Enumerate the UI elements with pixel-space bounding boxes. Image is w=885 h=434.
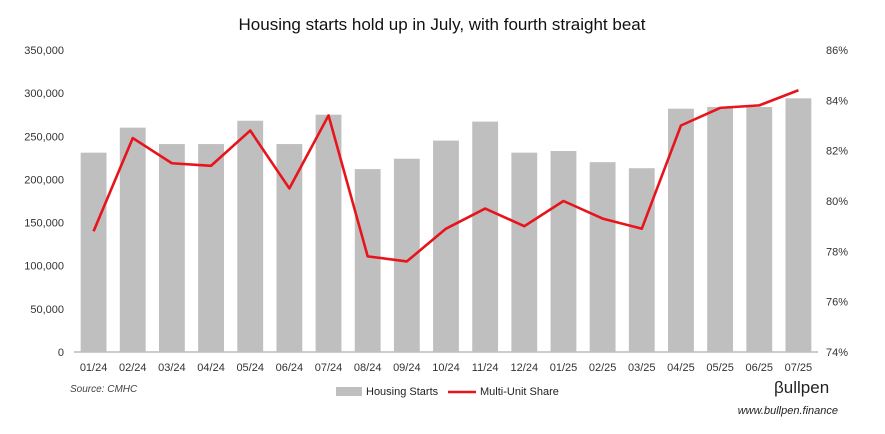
legend: Housing Starts Multi-Unit Share — [336, 386, 559, 398]
right-axis-ticks: 74% 76% 78% 80% 82% 84% 86% — [826, 45, 848, 359]
x-tick-label: 04/25 — [667, 362, 695, 374]
x-axis-ticks: 01/24 02/24 03/24 04/24 05/24 06/24 07/24 08/24… — [80, 362, 812, 374]
x-tick-label: 01/24 — [80, 362, 108, 374]
x-tick-label: 05/24 — [236, 362, 264, 374]
x-tick-label: 06/25 — [745, 362, 773, 374]
x-tick-label: 05/25 — [706, 362, 734, 374]
right-tick-label: 76% — [826, 297, 848, 309]
left-tick-label: 50,000 — [30, 304, 64, 316]
bar-07/25 — [785, 98, 812, 352]
left-tick-label: 300,000 — [24, 88, 64, 100]
x-tick-label: 11/24 — [472, 362, 499, 374]
right-tick-label: 80% — [826, 196, 848, 208]
left-tick-label: 150,000 — [24, 218, 64, 230]
left-tick-label: 100,000 — [24, 261, 64, 273]
source-note: Source: CMHC — [70, 384, 138, 395]
bar-02/25 — [589, 162, 616, 352]
right-tick-label: 86% — [826, 45, 848, 57]
bars-series — [80, 98, 812, 353]
left-tick-label: 350,000 — [24, 45, 64, 57]
right-tick-label: 78% — [826, 246, 848, 258]
bar-01/25 — [550, 150, 577, 352]
x-tick-label: 07/25 — [785, 362, 813, 374]
left-tick-label: 0 — [58, 347, 64, 359]
line-series — [92, 89, 799, 263]
right-tick-label: 82% — [826, 146, 848, 158]
x-tick-label: 10/24 — [432, 362, 460, 374]
bar-12/24 — [511, 152, 538, 352]
x-tick-label: 08/24 — [354, 362, 382, 374]
legend-label-multi-unit-share: Multi-Unit Share — [480, 386, 559, 398]
bar-06/24 — [276, 144, 303, 352]
x-tick-label: 07/24 — [315, 362, 343, 374]
left-axis-ticks: 0 50,000 100,000 150,000 200,000 250,000 300,0… — [24, 45, 64, 359]
bar-06/25 — [746, 106, 773, 352]
chart-title: Housing starts hold up in July, with fou… — [239, 15, 646, 34]
x-tick-label: 01/25 — [550, 362, 578, 374]
multi-unit-share-line — [92, 89, 799, 263]
x-tick-label: 04/24 — [197, 362, 225, 374]
bar-02/24 — [119, 127, 146, 353]
bar-10/24 — [433, 140, 459, 352]
bar-05/25 — [707, 106, 734, 352]
legend-label-housing-starts: Housing Starts — [366, 386, 439, 398]
brand-url: www.bullpen.finance — [738, 405, 838, 417]
left-tick-label: 200,000 — [24, 174, 64, 186]
x-tick-label: 02/25 — [589, 362, 617, 374]
x-tick-label: 06/24 — [276, 362, 304, 374]
right-tick-label: 74% — [826, 347, 848, 359]
bar-01/24 — [80, 152, 107, 352]
bar-03/24 — [158, 144, 185, 352]
x-tick-label: 09/24 — [393, 362, 421, 374]
x-tick-label: 02/24 — [119, 362, 147, 374]
bar-05/24 — [237, 120, 264, 352]
bar-11/24 — [472, 121, 499, 352]
x-tick-label: 03/25 — [628, 362, 656, 374]
brand-logo: βullpen — [774, 378, 829, 397]
left-tick-label: 250,000 — [24, 131, 64, 143]
bar-04/25 — [668, 108, 694, 352]
x-tick-label: 03/24 — [158, 362, 186, 374]
legend-swatch-housing-starts — [336, 387, 362, 396]
right-tick-label: 84% — [826, 95, 848, 107]
bar-03/25 — [628, 168, 655, 352]
bar-07/24 — [315, 114, 342, 352]
bar-08/24 — [354, 169, 381, 352]
bar-04/24 — [198, 144, 224, 352]
x-tick-label: 12/24 — [511, 362, 539, 374]
